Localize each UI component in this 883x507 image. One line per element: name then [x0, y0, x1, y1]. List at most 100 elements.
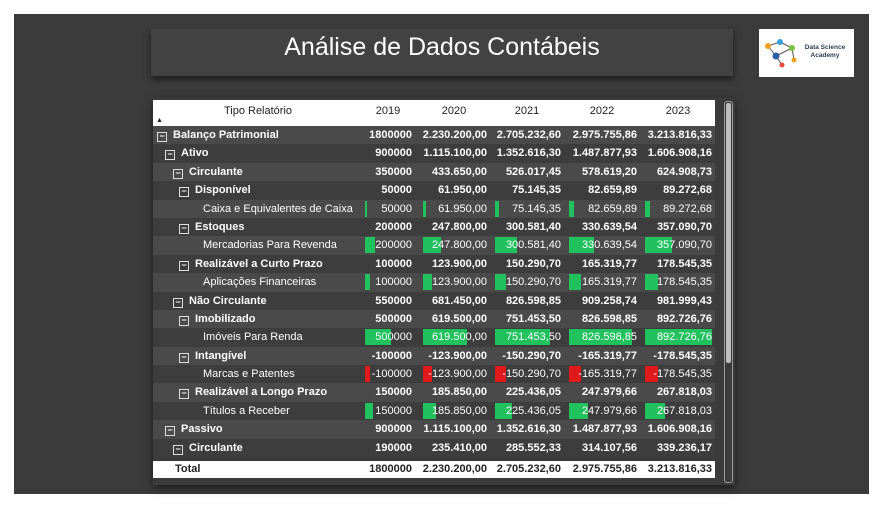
collapse-toggle-icon[interactable]: − [165, 426, 175, 437]
cell-2020: 235.410,00 [421, 439, 487, 457]
cell-value: 300.581,40 [505, 239, 561, 252]
table-row: Marcas e Patentes -100000 -123.900,00 -150.… [153, 365, 715, 384]
collapse-toggle-icon[interactable]: − [173, 297, 183, 308]
cell-2022: 82.659,89 [567, 181, 637, 199]
cell-value: 433.650,00 [431, 165, 487, 178]
collapse-toggle-icon[interactable]: − [173, 168, 183, 179]
cell-2020: 619.500,00 [421, 310, 487, 328]
cell-value: 1.115.100,00 [423, 147, 487, 160]
logo-text-line1: Data Science [804, 44, 846, 51]
column-header-2020[interactable]: 2020 [441, 105, 467, 117]
collapse-toggle-icon[interactable]: − [179, 352, 189, 363]
collapse-toggle-icon[interactable]: − [165, 150, 175, 161]
collapse-toggle-icon[interactable]: − [179, 315, 189, 326]
cell-value: 82.659,89 [588, 202, 637, 215]
row-label-text: Circulante [189, 441, 243, 454]
column-header-2022[interactable]: 2022 [589, 105, 615, 117]
cell-2019: 500000 [363, 310, 412, 328]
cell-value: 200000 [375, 239, 412, 252]
cell-2022: -165.319,77 [567, 347, 637, 365]
data-bar-positive [495, 329, 551, 346]
cell-value: 1.606.908,16 [647, 423, 712, 436]
total-row: Total 1800000 2.230.200,00 2.705.232,60 … [153, 461, 715, 478]
cell-2022: -165.319,77 [567, 365, 637, 383]
data-bar-positive [645, 200, 650, 217]
table-header: ▲ Tipo Relatório 2019 2020 2021 2022 202… [153, 100, 715, 126]
data-bar-positive [645, 402, 666, 419]
data-bar-positive [645, 274, 659, 291]
cell-2022: 330.639,54 [567, 236, 637, 254]
cell-2023: 357.090,70 [643, 218, 712, 236]
matrix-table: ▲ Tipo Relatório 2019 2020 2021 2022 202… [153, 98, 735, 485]
row-label: Caixa e Equivalentes de Caixa [203, 200, 353, 218]
cell-value: 900000 [375, 423, 412, 436]
cell-2020: 681.450,00 [421, 292, 487, 310]
cell-2020: 61.950,00 [421, 181, 487, 199]
table-row: − Balanço Patrimonial 1800000 2.230.200,00 2… [153, 126, 715, 145]
cell-value: 89.272,68 [663, 184, 712, 197]
column-header-tipo[interactable]: Tipo Relatório [223, 105, 293, 117]
cell-value: 247.979,66 [581, 386, 637, 399]
cell-2019: 900000 [363, 144, 412, 162]
collapse-toggle-icon[interactable]: − [179, 223, 189, 234]
column-header-2019[interactable]: 2019 [375, 105, 401, 117]
cell-value: 285.552,33 [505, 441, 561, 454]
cell-2019: 900000 [363, 420, 412, 438]
cell-2023: 178.545,35 [643, 255, 712, 273]
data-bar-positive [569, 329, 633, 346]
cell-value: 100000 [375, 257, 412, 270]
data-bar-positive [365, 329, 392, 346]
cell-2019: 150000 [363, 383, 412, 401]
cell-2023: -178.545,35 [643, 365, 712, 383]
collapse-toggle-icon[interactable]: − [179, 187, 189, 198]
cell-value: 1.352.616,30 [496, 423, 561, 436]
cell-value: 185.850,00 [431, 386, 487, 399]
row-label-text: Títulos a Receber [203, 404, 290, 417]
data-bar-positive [365, 237, 376, 254]
data-bar-positive [645, 237, 672, 254]
cell-2021: 225.436,05 [493, 402, 561, 420]
column-header-2023[interactable]: 2023 [665, 105, 691, 117]
table-row: − Realizável a Longo Prazo 150000 185.850,0… [153, 383, 715, 402]
table-body: − Balanço Patrimonial 1800000 2.230.200,00 2… [153, 126, 715, 458]
table-row: Títulos a Receber 150000 185.850,00 225.436… [153, 401, 715, 421]
data-bar-positive [423, 237, 441, 254]
cell-value: 75.145,35 [512, 202, 561, 215]
row-label: Mercadorias Para Revenda [203, 236, 337, 254]
cell-2022: 578.619,20 [567, 163, 637, 181]
cell-2020: 123.900,00 [421, 273, 487, 291]
cell-2020: 185.850,00 [421, 383, 487, 401]
cell-value: 267.818,03 [656, 386, 712, 399]
cell-2019: 150000 [363, 402, 412, 420]
scrollbar-thumb[interactable] [726, 103, 731, 363]
vertical-scrollbar[interactable] [724, 101, 733, 483]
sort-ascending-icon[interactable]: ▲ [156, 117, 163, 124]
row-label: − Circulante [173, 163, 243, 181]
cell-value: 150000 [375, 386, 412, 399]
column-header-2021[interactable]: 2021 [514, 105, 540, 117]
collapse-toggle-icon[interactable]: − [179, 389, 189, 400]
collapse-toggle-icon[interactable]: − [157, 132, 167, 142]
data-bar-positive [495, 200, 499, 217]
cell-value: 350000 [375, 165, 412, 178]
collapse-toggle-icon[interactable]: − [179, 260, 189, 271]
cell-2022: 2.975.755,86 [567, 126, 637, 144]
cell-2019: 100000 [363, 255, 412, 273]
data-bar-positive [569, 237, 595, 254]
collapse-toggle-icon[interactable]: − [173, 444, 183, 455]
cell-value: 100000 [375, 276, 412, 289]
network-logo-icon [765, 39, 797, 68]
data-bar-negative [365, 366, 371, 383]
data-bar-positive [495, 274, 507, 291]
row-label: − Circulante [173, 439, 243, 457]
cell-value: 75.145,35 [512, 184, 561, 197]
data-bar-positive [365, 274, 371, 291]
cell-2021: 150.290,70 [493, 273, 561, 291]
table-row: − Realizável a Curto Prazo 100000 123.900,0… [153, 254, 715, 274]
table-row: Mercadorias Para Revenda 200000 247.800,00… [153, 236, 715, 255]
cell-value: -123.900,00 [428, 349, 487, 362]
cell-2021: 1.352.616,30 [493, 144, 561, 162]
row-label: − Realizável a Longo Prazo [179, 383, 327, 401]
table-row: − Ativo 900000 1.115.100,00 1.352.616,30 1.48… [153, 144, 715, 163]
cell-value: 178.545,35 [656, 276, 712, 289]
